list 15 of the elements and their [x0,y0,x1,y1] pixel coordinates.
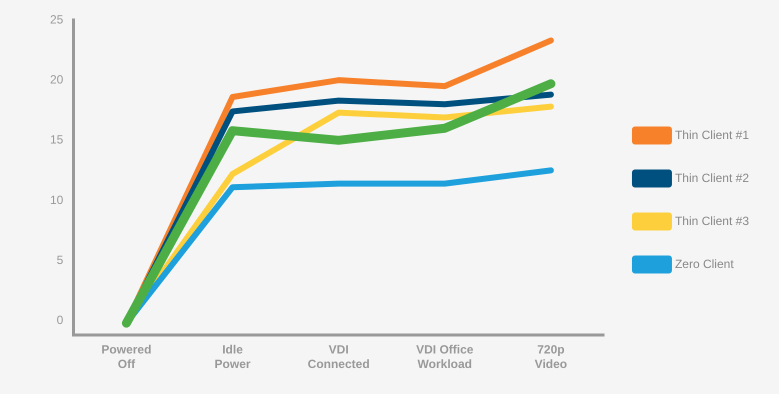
x-tick-label: Powered Off [101,342,152,372]
x-tick-label: VDI Office Workload [416,342,474,372]
x-tick-label: VDI Connected [308,342,370,372]
x-tick-label: 720p Video [534,342,568,372]
y-tick-label: 0 [56,313,64,328]
y-tick-label: 25 [50,12,64,26]
y-tick-label: 5 [56,252,64,267]
x-tick-label: Idle Power [214,342,251,372]
y-tick-label: 20 [50,72,64,86]
y-tick-label: 15 [50,132,64,147]
legend-label: Zero Client [674,256,734,271]
legend-label: Thin Client #2 [674,170,750,185]
legend-label: Thin Client #3 [674,214,750,228]
y-tick-label: 10 [50,192,64,207]
legend-label: Thin Client #1 [674,128,750,142]
